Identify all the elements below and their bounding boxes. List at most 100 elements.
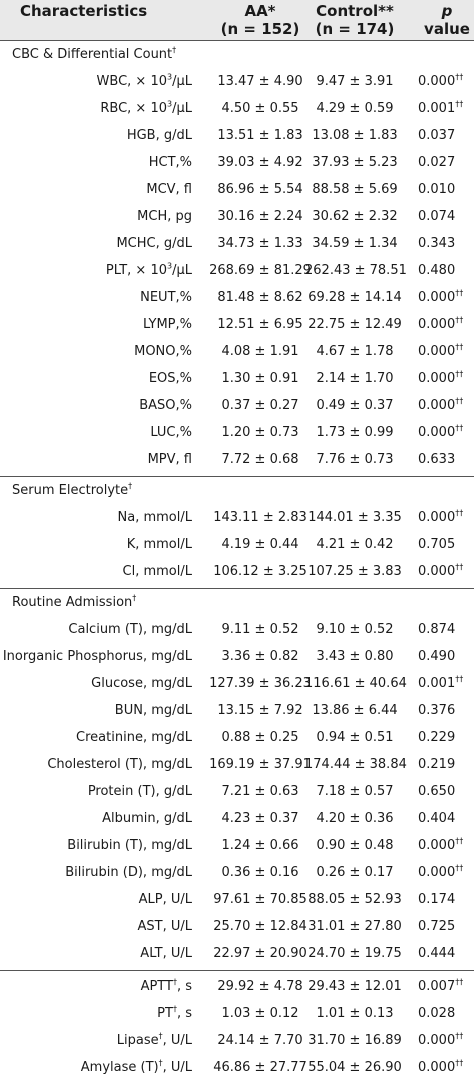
row-label: AST, U/L [137, 919, 193, 934]
p-value: 0.000†† [418, 342, 464, 359]
row-label: Bilirubin (D), mg/dL [65, 865, 192, 880]
control-value: 4.20 ± 0.36 [316, 811, 394, 826]
p-value: 0.001†† [418, 99, 464, 116]
aa-value: 30.16 ± 2.24 [217, 209, 303, 224]
unit-exponent: 3 [167, 261, 173, 271]
aa-value: 22.97 ± 20.90 [213, 946, 307, 961]
control-value: 144.01 ± 3.35 [308, 510, 402, 525]
table-row: MCH, pg 30.16 ± 2.24 30.62 ± 2.32 0.074 [0, 203, 474, 230]
table-row: WBC, × 103/μL 13.47 ± 4.90 9.47 ± 3.91 0.00… [0, 68, 474, 95]
aa-value: 0.88 ± 0.25 [221, 730, 299, 745]
row-label: BASO,% [139, 398, 192, 413]
aa-value: 4.19 ± 0.44 [221, 537, 299, 552]
aa-value: 29.92 ± 4.78 [217, 979, 303, 994]
control-value: 34.59 ± 1.34 [312, 236, 398, 251]
significance-mark: †† [455, 369, 464, 379]
p-value: 0.343 [418, 236, 456, 251]
table-body: CBC & Differential Count† WBC, × 103/μL 13… [0, 41, 474, 1081]
control-value: 31.70 ± 16.89 [308, 1033, 402, 1048]
header-aa: AA* [244, 2, 276, 20]
significance-mark: †† [455, 315, 464, 325]
section-title: CBC & Differential Count† [12, 45, 177, 62]
control-value: 7.76 ± 0.73 [316, 452, 394, 467]
section-header: Routine Admission† [0, 589, 474, 616]
p-value: 0.480 [418, 263, 456, 278]
control-value: 88.58 ± 5.69 [312, 182, 398, 197]
control-value: 174.44 ± 38.84 [305, 757, 407, 772]
table-row: Bilirubin (D), mg/dL 0.36 ± 0.16 0.26 ± 0.… [0, 859, 474, 886]
header-p-value: p value [424, 2, 470, 38]
control-value: 0.90 ± 0.48 [316, 838, 394, 853]
row-label: Inorganic Phosphorus, mg/dL [2, 649, 192, 664]
control-value: 262.43 ± 78.51 [305, 263, 407, 278]
row-label: BUN, mg/dL [114, 703, 192, 718]
row-label: Lipase†, U/L [116, 1031, 192, 1048]
significance-mark: †† [455, 836, 464, 846]
significance-mark: †† [455, 674, 464, 684]
p-value: 0.219 [418, 757, 456, 772]
row-label: MONO,% [134, 344, 192, 359]
aa-value: 0.37 ± 0.27 [221, 398, 299, 413]
row-label: LYMP,% [143, 317, 192, 332]
row-label: Cholesterol (T), mg/dL [47, 757, 192, 772]
row-label: MCHC, g/dL [116, 236, 192, 251]
aa-value: 13.15 ± 7.92 [217, 703, 303, 718]
significance-mark: †† [455, 508, 464, 518]
control-value: 9.47 ± 3.91 [316, 74, 394, 89]
row-label: ALP, U/L [138, 892, 192, 907]
control-value: 107.25 ± 3.83 [308, 564, 402, 579]
p-value: 0.725 [418, 919, 456, 934]
table-row: Albumin, g/dL 4.23 ± 0.37 4.20 ± 0.36 0.404 [0, 805, 474, 832]
header-aa-n: (n = 152) [220, 20, 300, 38]
control-value: 0.94 ± 0.51 [316, 730, 394, 745]
p-value: 0.074 [418, 209, 456, 224]
row-label: PT†, s [157, 1004, 192, 1021]
table-row: Inorganic Phosphorus, mg/dL 3.36 ± 0.82 3.… [0, 643, 474, 670]
table-row: LUC,% 1.20 ± 0.73 1.73 ± 0.99 0.000†† [0, 419, 474, 446]
row-label: RBC, × 103/μL [100, 99, 192, 116]
aa-value: 3.36 ± 0.82 [221, 649, 299, 664]
aa-value: 34.73 ± 1.33 [217, 236, 303, 251]
p-value: 0.000†† [418, 288, 464, 305]
table-row: MPV, fl 7.72 ± 0.68 7.76 ± 0.73 0.633 [0, 446, 474, 473]
aa-value: 7.21 ± 0.63 [221, 784, 299, 799]
table-row: Bilirubin (T), mg/dL 1.24 ± 0.66 0.90 ± 0.… [0, 832, 474, 859]
table-row: APTT†, s 29.92 ± 4.78 29.43 ± 12.01 0.007†† [0, 973, 474, 1000]
aa-value: 4.50 ± 0.55 [221, 101, 299, 116]
aa-value: 24.14 ± 7.70 [217, 1033, 303, 1048]
p-value: 0.000†† [418, 508, 464, 525]
table-row: Amylase (T)†, U/L 46.86 ± 27.77 55.04 ± 26… [0, 1054, 474, 1081]
aa-value: 12.51 ± 6.95 [217, 317, 303, 332]
table-row: Cholesterol (T), mg/dL 169.19 ± 37.91 174.… [0, 751, 474, 778]
row-label: PLT, × 103/μL [105, 261, 192, 278]
aa-value: 4.08 ± 1.91 [221, 344, 299, 359]
row-label: MPV, fl [147, 452, 192, 467]
table-row: MCHC, g/dL 34.73 ± 1.33 34.59 ± 1.34 0.343 [0, 230, 474, 257]
unit-exponent: 3 [167, 72, 173, 82]
significance-mark: †† [455, 99, 464, 109]
control-value: 0.26 ± 0.17 [316, 865, 394, 880]
significance-mark: †† [455, 288, 464, 298]
row-label: WBC, × 103/μL [96, 72, 192, 89]
row-label: Na, mmol/L [117, 510, 192, 525]
aa-value: 1.03 ± 0.12 [221, 1006, 299, 1021]
p-value: 0.490 [418, 649, 456, 664]
header-characteristics: Characteristics [20, 2, 148, 20]
p-value: 0.028 [418, 1006, 456, 1021]
aa-value: 169.19 ± 37.91 [209, 757, 311, 772]
control-value: 24.70 ± 19.75 [308, 946, 402, 961]
table-row: BUN, mg/dL 13.15 ± 7.92 13.86 ± 6.44 0.376 [0, 697, 474, 724]
aa-value: 25.70 ± 12.84 [213, 919, 307, 934]
control-value: 69.28 ± 14.14 [308, 290, 402, 305]
control-value: 13.86 ± 6.44 [312, 703, 398, 718]
p-value: 0.404 [418, 811, 456, 826]
control-value: 30.62 ± 2.32 [312, 209, 398, 224]
footnote-mark: † [132, 593, 137, 603]
control-value: 2.14 ± 1.70 [316, 371, 394, 386]
row-label: Protein (T), g/dL [87, 784, 192, 799]
row-label: NEUT,% [140, 290, 192, 305]
p-value: 0.000†† [418, 1058, 464, 1075]
section-divider [0, 476, 474, 477]
table-row: PT†, s 1.03 ± 0.12 1.01 ± 0.13 0.028 [0, 1000, 474, 1027]
footnote-mark: † [172, 45, 177, 55]
